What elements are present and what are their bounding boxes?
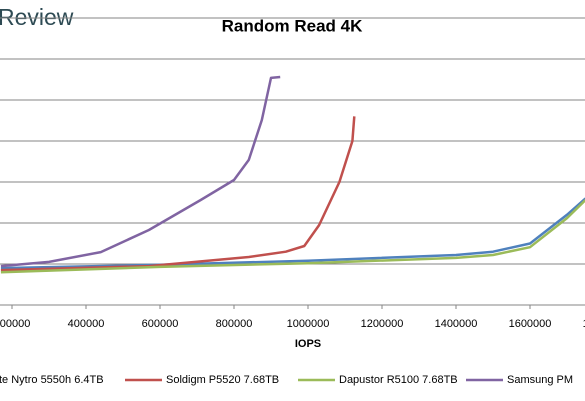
x-tick-label: 400000 [68, 318, 105, 330]
series-line [0, 75, 281, 268]
chart-title: Random Read 4K [222, 16, 363, 35]
legend-label: Samsung PM [507, 374, 573, 386]
x-tick-label: 1600000 [509, 318, 552, 330]
legend-label: Dapustor R5100 7.68TB [339, 374, 458, 386]
x-tick-label: 1200000 [361, 318, 404, 330]
series-line [0, 116, 356, 272]
x-tick-label: 1800000 [583, 318, 585, 330]
legend-label: Soldigm P5520 7.68TB [166, 374, 279, 386]
x-tick-label: 600000 [142, 318, 179, 330]
x-tick-label: 1000000 [287, 318, 330, 330]
x-tick-label: 1400000 [435, 318, 478, 330]
brand-logo: Review [0, 4, 74, 30]
series-line [0, 199, 585, 274]
x-axis-label: IOPS [295, 338, 321, 350]
legend-label: te Nytro 5550h 6.4TB [0, 374, 104, 386]
series-line [0, 197, 585, 270]
x-tick-label: 200000 [0, 318, 30, 330]
x-tick-label: 800000 [216, 318, 253, 330]
